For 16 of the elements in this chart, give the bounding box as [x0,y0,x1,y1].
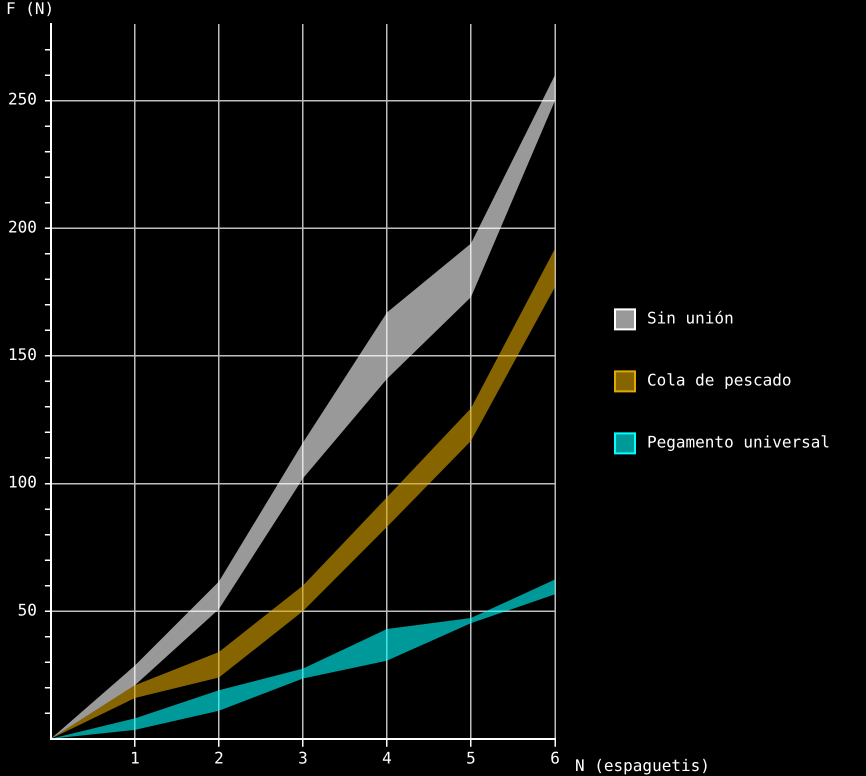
y-axis-title: F (N) [6,0,54,18]
y-tick-label: 250 [8,90,37,109]
x-tick-label: 3 [298,748,308,768]
y-tick-label: 100 [8,472,37,492]
y-tick-label: 150 [8,345,37,364]
x-tick-label: 5 [466,748,476,768]
legend-label: Pegamento universal [647,432,830,452]
x-tick-label: 2 [214,748,224,768]
y-tick-label: 50 [18,600,37,620]
legend-label: Sin unión [647,308,734,328]
x-axis-title: N (espaguetis) [575,756,710,775]
x-tick-label: 4 [382,748,392,768]
x-tick-label: 6 [550,748,560,768]
y-tick-label: 200 [8,217,37,236]
x-tick-label: 1 [130,748,140,768]
legend-label: Cola de pescado [647,370,792,390]
